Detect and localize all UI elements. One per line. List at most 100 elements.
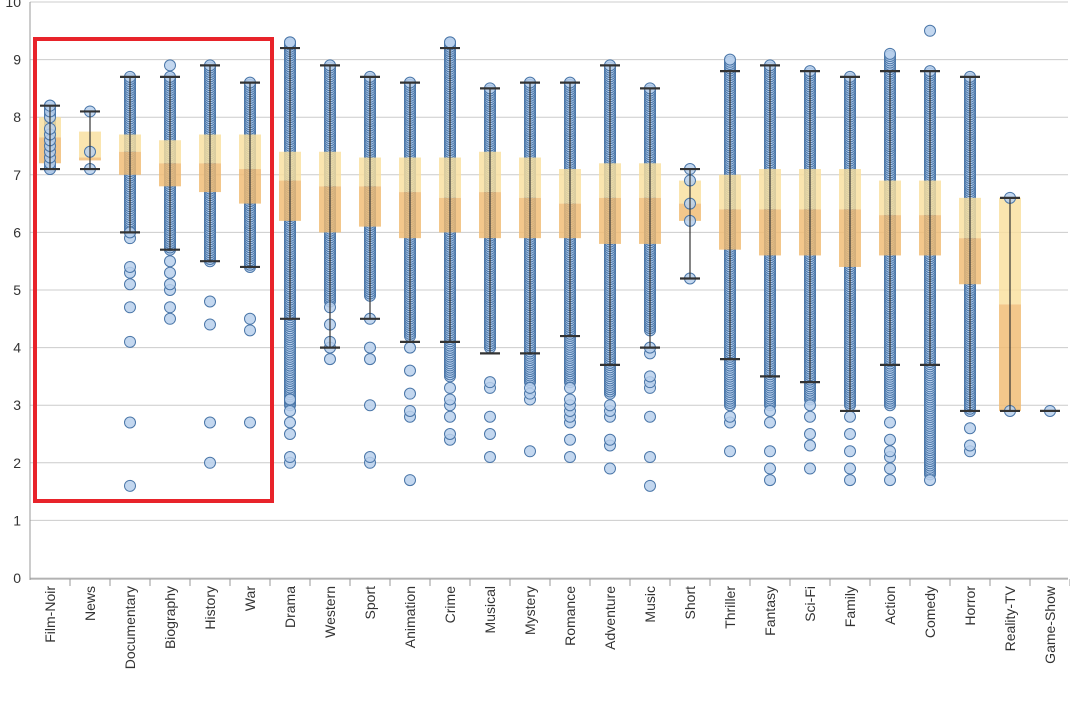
outlier-point [764,462,776,475]
category-sport [359,70,381,469]
x-tick-label: Game-Show [1042,585,1058,664]
outlier-point [924,474,936,487]
outlier-point [124,416,136,429]
outlier-point [124,278,136,291]
outlier-point [764,445,776,458]
outlier-point [404,364,416,377]
outlier-point [924,24,936,37]
outlier-point [164,278,176,291]
x-tick-label: Horror [962,586,978,626]
outlier-point [444,36,456,49]
x-tick-label: Comedy [922,586,938,638]
x-tick-label: Sci-Fi [802,586,818,622]
outlier-point [524,381,536,394]
outlier-point [404,341,416,354]
outlier-point [124,335,136,348]
outlier-point [164,266,176,279]
category-thriller [719,53,741,458]
x-tick-label: Mystery [522,586,538,635]
outlier-point [124,479,136,492]
category-family [839,70,861,487]
outlier-point [604,399,616,412]
outlier-point [284,416,296,429]
x-tick-label: Romance [562,586,578,646]
category-drama [279,36,301,469]
x-tick-label: Action [882,586,898,625]
outlier-point [404,474,416,487]
outlier-point [444,428,456,440]
outlier-point [644,370,656,383]
x-tick-label: Thriller [722,586,738,629]
outlier-point [804,462,816,475]
category-sci-fi [799,65,821,475]
x-tick-label: Short [682,586,698,620]
outlier-point [604,433,616,446]
x-tick-label: Documentary [122,586,138,669]
outlier-point [124,301,136,314]
outlier-point [204,456,216,469]
y-tick-label: 7 [13,167,21,183]
outlier-point [364,353,376,366]
x-axis: Film-Noir News Documentary Biography History… [30,578,1070,669]
category-documentary [119,70,141,492]
outlier-point [804,410,816,423]
y-axis: 0 1 2 3 4 5 6 7 8 9 10 [5,0,31,586]
category-history [199,59,221,469]
category-crime [439,36,461,446]
category-adventure [599,59,621,475]
category-film-noir [39,99,61,176]
outlier-point [364,341,376,354]
outlier-point [844,410,856,423]
x-tick-label: Sport [362,586,378,620]
outlier-point [324,353,336,366]
data-point [884,47,896,60]
outlier-point [644,410,656,423]
x-tick-label: Music [642,586,658,623]
y-tick-label: 8 [13,109,21,125]
outlier-point [244,416,256,429]
category-news [79,105,101,176]
outlier-point [164,255,176,268]
outlier-point [164,59,176,72]
category-fantasy [759,59,781,487]
category-reality-tv [999,191,1021,417]
outlier-point [284,393,296,406]
outlier-point [164,301,176,314]
outlier-point [724,445,736,458]
outlier-point [244,312,256,325]
outlier-point [604,462,616,475]
outlier-point [404,404,416,417]
outlier-point [884,474,896,487]
y-tick-label: 9 [13,52,21,68]
y-tick-label: 3 [13,397,21,413]
x-tick-label: Crime [442,586,458,624]
outlier-point [884,416,896,429]
outlier-point [564,381,576,394]
category-war [239,76,261,429]
highlight-rectangle [33,37,274,503]
y-tick-label: 4 [13,340,21,356]
outlier-point [564,393,576,406]
outlier-point [204,295,216,308]
outlier-point [644,479,656,492]
y-tick-label: 5 [13,282,21,298]
x-tick-label: Fantasy [762,586,778,636]
category-music [639,82,661,492]
plot-area [39,24,1060,492]
category-mystery [519,76,541,458]
outlier-point [804,439,816,452]
category-short [679,163,701,285]
outlier-point [884,445,896,458]
y-tick-label: 1 [13,512,21,528]
outlier-point [284,36,296,49]
x-tick-label: Drama [282,586,298,628]
outlier-point [844,474,856,487]
x-tick-label: Musical [482,586,498,633]
category-game-show [1040,404,1060,417]
outlier-point [764,416,776,429]
x-tick-label: Family [842,586,858,627]
outlier-point [284,451,296,464]
outlier-point [804,399,816,412]
outlier-point [844,428,856,440]
x-tick-label: Reality-TV [1002,585,1018,651]
